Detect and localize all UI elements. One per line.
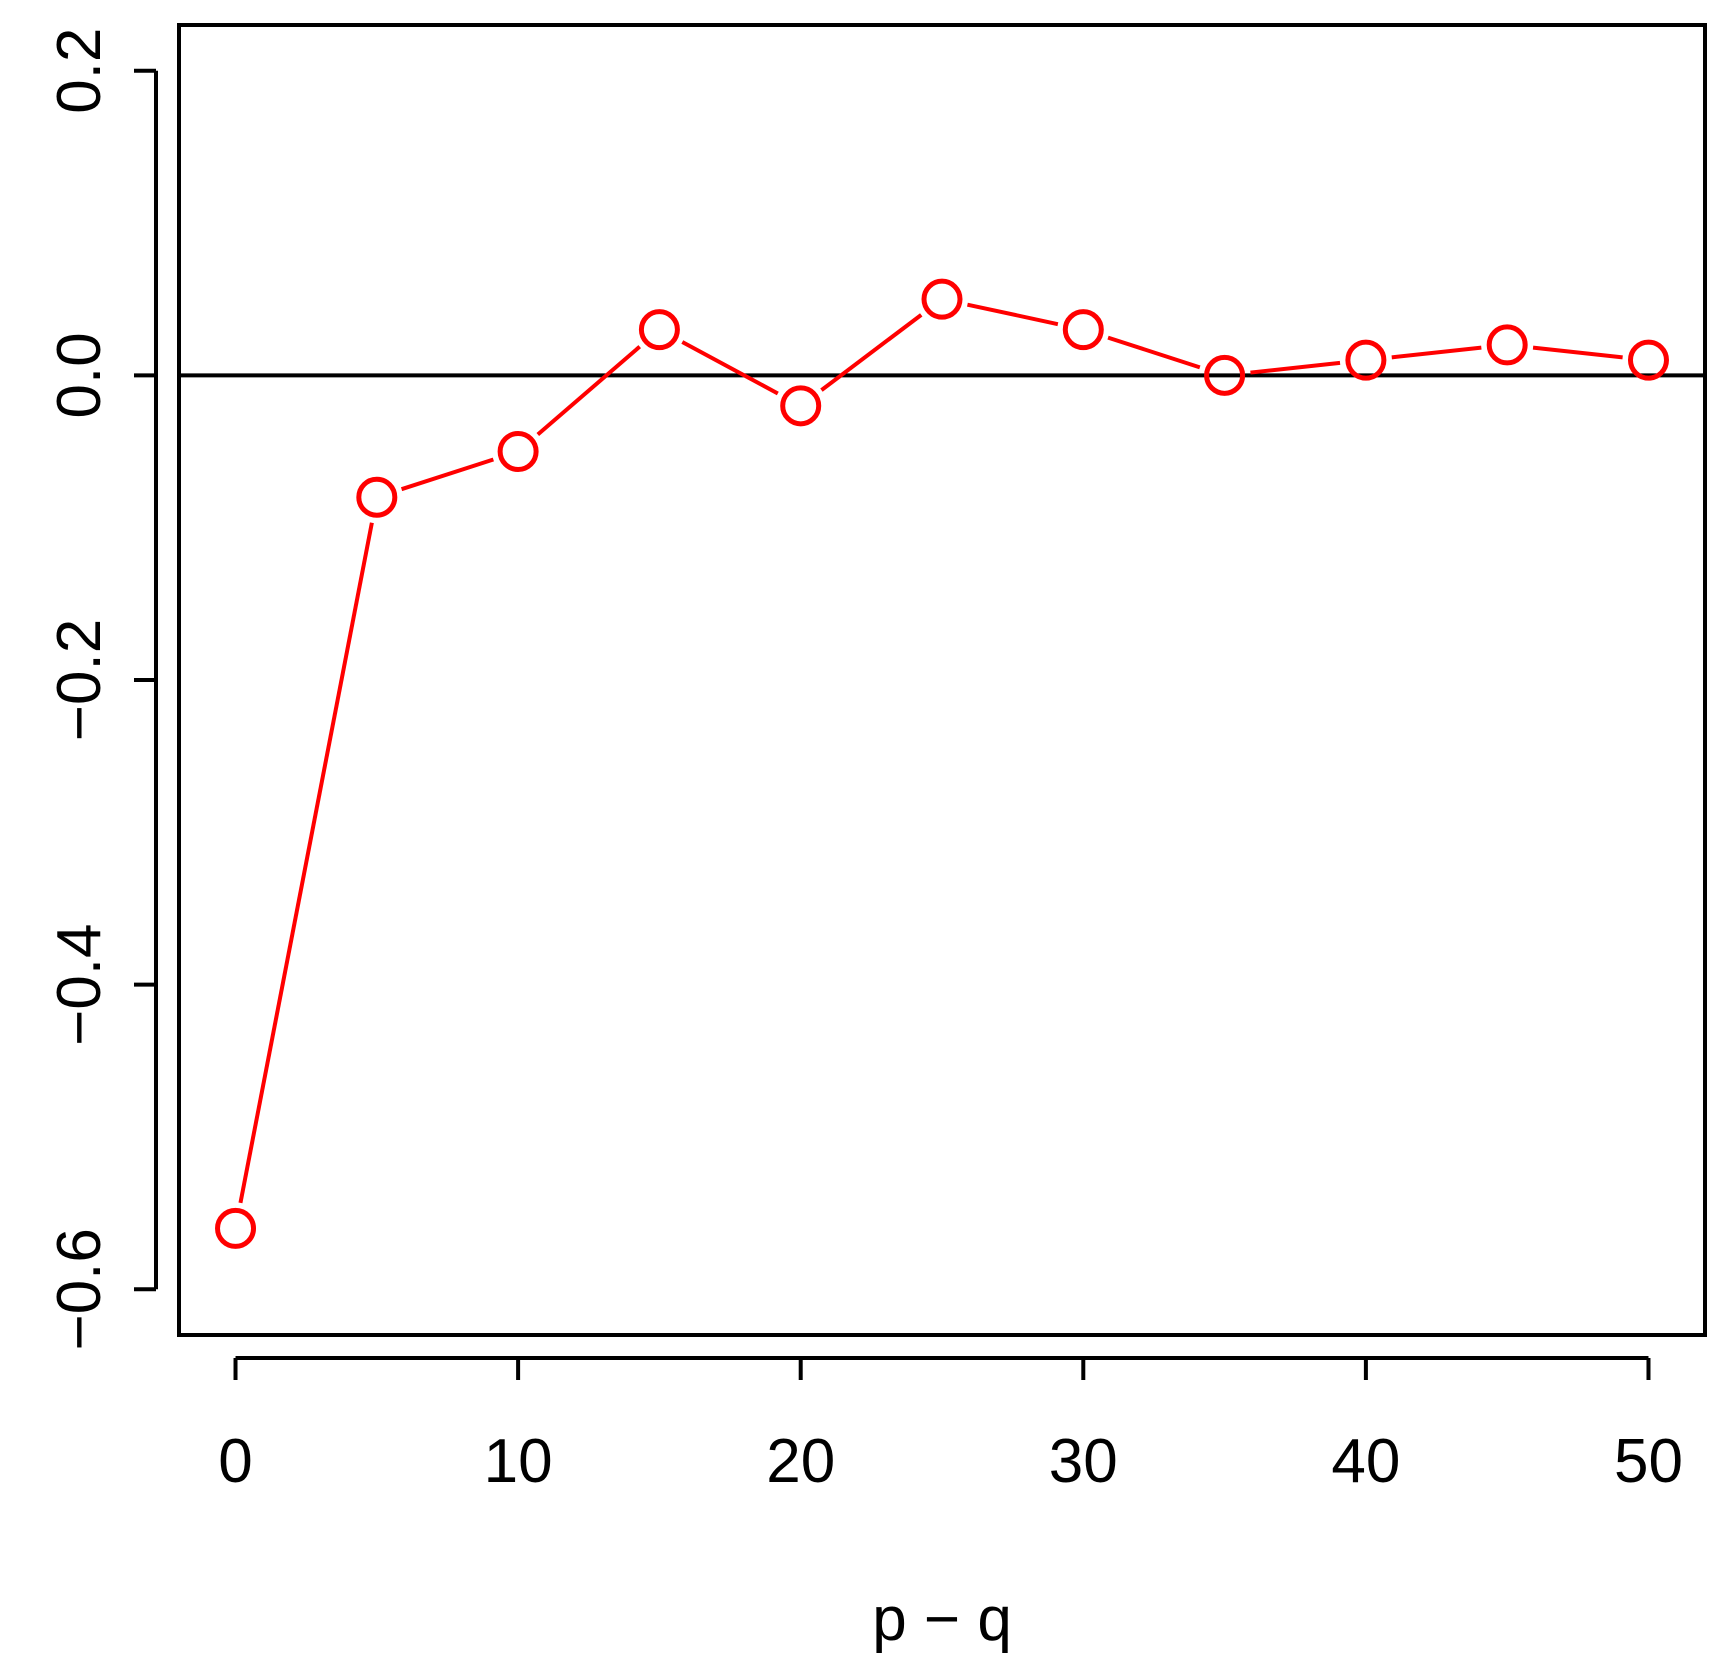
data-point (1062, 309, 1104, 351)
y-tick-label: 0.2 (45, 28, 114, 114)
series-segment (400, 457, 494, 492)
y-tick-label: −0.6 (45, 1228, 114, 1350)
series-segment (238, 522, 374, 1204)
series-segment (681, 340, 779, 396)
series-segment (966, 302, 1059, 327)
x-tick-label: 10 (484, 1427, 553, 1496)
series-segment (536, 345, 642, 437)
x-tick-label: 40 (1331, 1427, 1400, 1496)
series-layer (215, 278, 1669, 1249)
data-point (1345, 339, 1387, 381)
series-segment (1250, 360, 1341, 375)
x-axis-title: p − q (872, 1585, 1012, 1654)
x-tick-label: 20 (766, 1427, 835, 1496)
data-point (1486, 324, 1528, 366)
y-axis: −0.6 −0.4 −0.2 0.0 0.2 (45, 28, 158, 1351)
y-tick-label: −0.2 (45, 619, 114, 741)
y-tick-label: 0.0 (45, 332, 114, 418)
data-point (1204, 354, 1246, 396)
x-tick-label: 0 (218, 1427, 252, 1496)
series-segment (1391, 345, 1482, 360)
x-tick-label: 30 (1049, 1427, 1118, 1496)
data-point (1627, 339, 1669, 381)
y-tick-label: −0.4 (45, 923, 114, 1045)
data-point (497, 431, 539, 473)
data-point (780, 385, 822, 427)
x-tick-label: 50 (1614, 1427, 1683, 1496)
data-point (215, 1207, 257, 1249)
series-segment (820, 313, 923, 392)
data-point (638, 309, 680, 351)
series-segment (1532, 345, 1623, 360)
plot-frame (177, 23, 1707, 1337)
data-point (921, 278, 963, 320)
data-point (356, 476, 398, 518)
series-segment (1107, 335, 1201, 370)
x-axis: 0 10 20 30 40 50 (218, 1356, 1683, 1496)
